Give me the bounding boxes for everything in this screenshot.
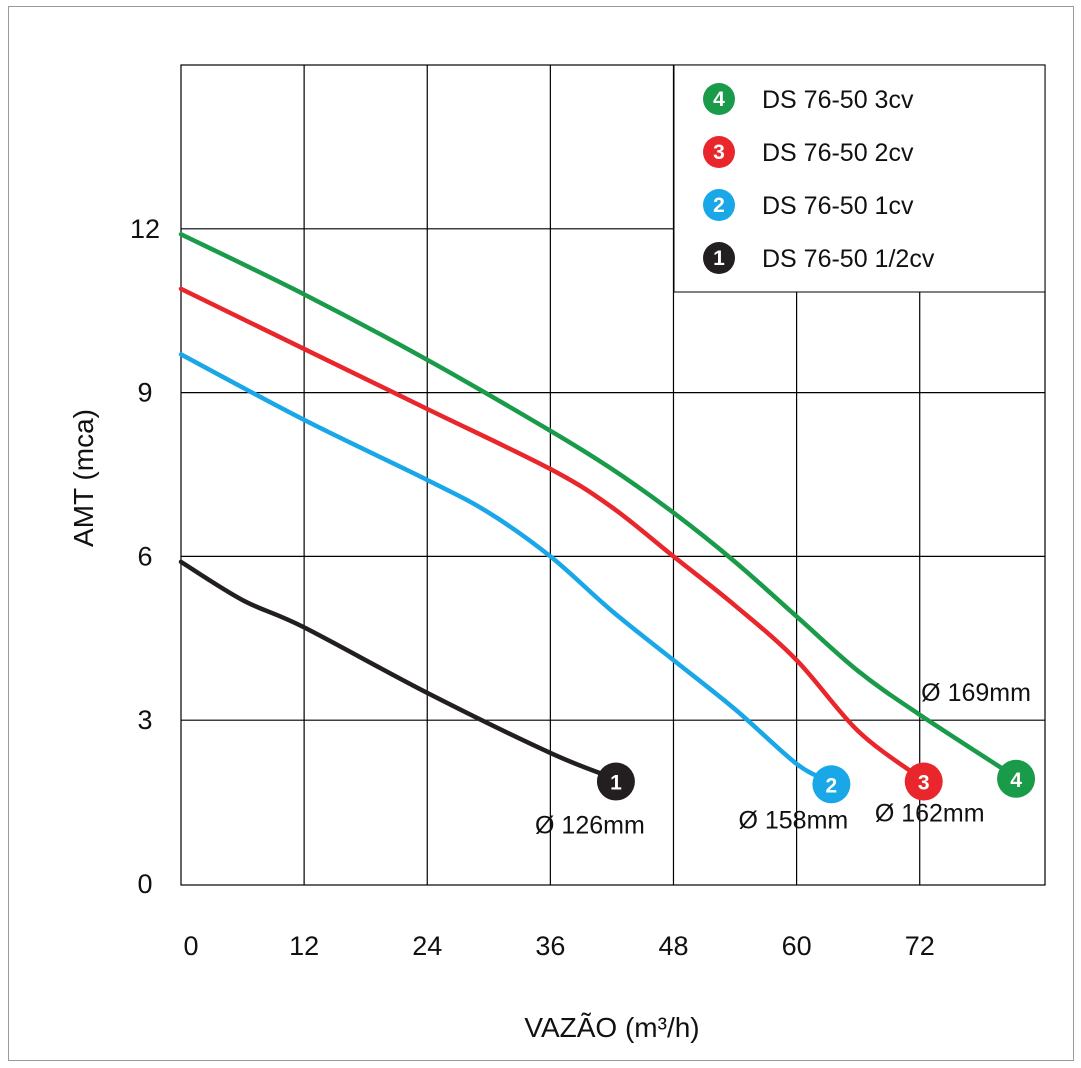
endpoint-badge-1 [596, 762, 635, 801]
x-tick-label: 0 [183, 931, 198, 961]
curve-4 [178, 232, 1015, 778]
y-tick-label: 3 [137, 705, 152, 735]
x-tick-label: 24 [412, 931, 442, 961]
y-tick-label: 0 [137, 869, 152, 899]
x-axis-ticks: 0 12 24 36 48 60 72 [183, 931, 934, 961]
diameter-label-3: Ø 162mm [875, 800, 985, 828]
horizontal-gridlines [181, 228, 1045, 721]
y-tick-label: 6 [137, 541, 152, 571]
legend-label-1: DS 76-50 1/2cv [762, 245, 935, 273]
endpoint-badge-number: 4 [1010, 769, 1022, 792]
curve-1 [178, 559, 615, 780]
endpoint-badge-number: 3 [918, 772, 930, 795]
legend-label-3: DS 76-50 2cv [762, 139, 914, 167]
y-tick-label: 12 [130, 214, 160, 244]
endpoint-badge-4 [997, 759, 1036, 798]
x-tick-label: 36 [535, 931, 565, 961]
y-axis-ticks: 0 3 6 9 12 [130, 214, 160, 899]
legend-label-4: DS 76-50 3cv [762, 86, 914, 114]
y-axis-title: AMT (mca) [68, 409, 99, 547]
x-tick-label: 60 [782, 931, 812, 961]
legend-box [673, 64, 1046, 293]
legend-badge-number: 4 [713, 88, 725, 111]
curves [178, 232, 1015, 783]
curve-2 [178, 352, 830, 783]
legend-badge-2 [703, 189, 735, 221]
legend-badge-1 [703, 242, 735, 274]
endpoint-badge-number: 2 [826, 774, 838, 797]
diameter-label-4: Ø 169mm [921, 679, 1031, 707]
curve-endpoints: 4 Ø 169mm 3 Ø 162mm 2 Ø 158mm 1 Ø 126mm [535, 679, 1036, 840]
legend-label-2: DS 76-50 1cv [762, 192, 914, 220]
legend-badge-3 [703, 136, 735, 168]
endpoint-badge-3 [904, 762, 943, 801]
diameter-label-1: Ø 126mm [535, 812, 645, 840]
curve-3 [178, 286, 922, 780]
y-tick-label: 9 [137, 378, 152, 408]
endpoint-badge-2 [812, 765, 851, 804]
x-axis-title: VAZÃO (m³/h) [524, 1012, 699, 1043]
legend-badge-number: 3 [713, 141, 725, 164]
x-tick-label: 12 [289, 931, 319, 961]
x-tick-label: 48 [658, 931, 688, 961]
plot-border [180, 64, 1046, 886]
legend-badge-number: 1 [713, 247, 725, 270]
legend: 4 DS 76-50 3cv 3 DS 76-50 2cv 2 DS 76-50 1cv 1… [703, 83, 935, 274]
endpoint-badge-number: 1 [610, 772, 622, 795]
x-tick-label: 72 [905, 931, 935, 961]
legend-badge-4 [703, 83, 735, 115]
legend-badge-number: 2 [713, 194, 725, 217]
diameter-label-2: Ø 158mm [738, 806, 848, 834]
